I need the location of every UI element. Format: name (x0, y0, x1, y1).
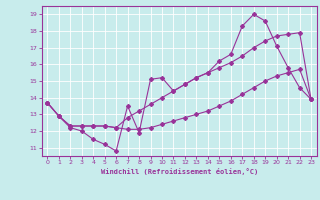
X-axis label: Windchill (Refroidissement éolien,°C): Windchill (Refroidissement éolien,°C) (100, 168, 258, 175)
